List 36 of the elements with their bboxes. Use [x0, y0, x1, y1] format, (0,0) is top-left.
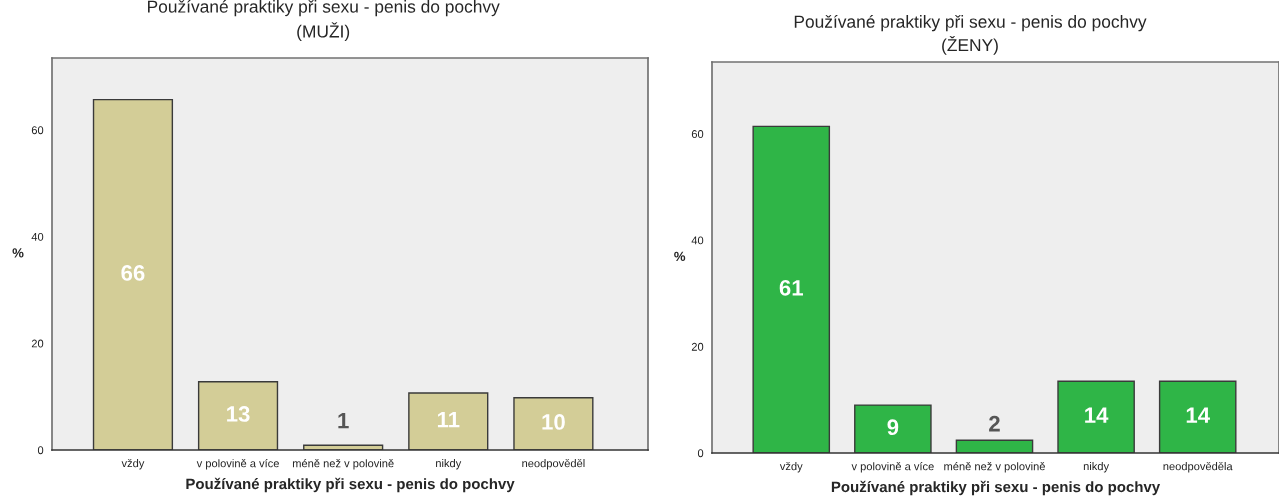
- y-tick-label: 20: [691, 342, 704, 351]
- data-label: 13: [227, 406, 250, 422]
- x-tick-label: nikdy: [436, 459, 462, 470]
- y-tick-label: 60: [31, 126, 44, 135]
- chart-subtitle: (ŽENY): [942, 35, 998, 55]
- x-tick-label: v polovině a více: [851, 462, 934, 473]
- y-tick-label: 60: [691, 130, 704, 138]
- data-label: 11: [437, 411, 460, 428]
- chart-subtitle: (MUŽI): [297, 22, 350, 41]
- data-label: 9: [887, 419, 899, 436]
- x-tick-label: vždy: [779, 462, 803, 473]
- data-label: 2: [989, 415, 1000, 432]
- x-tick-label: méně než v polovině: [944, 462, 1045, 473]
- chart-title: Používané praktiky při sexu - penis do pochvy: [794, 14, 1147, 32]
- data-label: 61: [779, 279, 803, 296]
- y-tick-label: 0: [37, 446, 44, 455]
- x-tick-label: neodpověděl: [522, 459, 585, 470]
- x-tick-label: vždy: [121, 459, 145, 470]
- x-tick-label: neodpověděla: [1163, 462, 1233, 473]
- y-tick-label: 0: [697, 449, 704, 458]
- chart-title: Používané praktiky při sexu - penis do pochvy: [148, 0, 500, 17]
- data-label: 10: [542, 414, 565, 430]
- data-label: 66: [121, 265, 145, 281]
- y-axis-title: %: [12, 248, 24, 258]
- y-tick-label: 20: [31, 339, 44, 348]
- data-label: 14: [1085, 407, 1109, 423]
- x-tick-label: nikdy: [1083, 462, 1110, 473]
- x-axis-title: Používané praktiky při sexu - penis do pochvy: [186, 477, 515, 493]
- x-tick-label: v polovině a více: [196, 459, 279, 470]
- x-tick-label: méně než v polovině: [292, 459, 394, 470]
- y-tick-label: 40: [31, 232, 44, 241]
- y-tick-label: 40: [691, 236, 704, 245]
- data-label: 1: [338, 413, 349, 429]
- y-axis-title: %: [674, 251, 686, 262]
- data-label: 14: [1186, 407, 1210, 423]
- x-axis-title: Používané praktiky při sexu - penis do pochvy: [831, 480, 1161, 496]
